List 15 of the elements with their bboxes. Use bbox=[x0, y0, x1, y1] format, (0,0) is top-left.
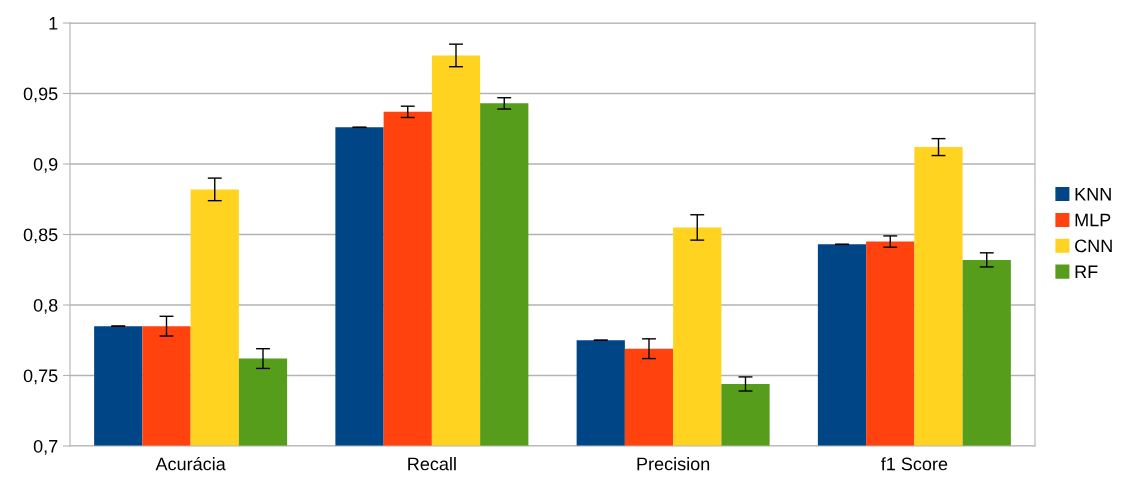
x-tick-label: Recall bbox=[408, 457, 456, 471]
y-tick-label: 0,8 bbox=[33, 298, 58, 314]
x-tick-label: Precision bbox=[637, 457, 710, 471]
y-tick-label: 1 bbox=[49, 17, 58, 30]
legend-label: RF bbox=[1075, 265, 1098, 278]
y-tick-label: 0,85 bbox=[23, 228, 58, 244]
y-tick-label: 0,95 bbox=[23, 87, 58, 103]
legend-label: MLP bbox=[1075, 213, 1111, 227]
legend-label: KNN bbox=[1075, 187, 1111, 201]
y-tick-label: 0,7 bbox=[33, 439, 58, 455]
x-tick-label: Acurácia bbox=[155, 456, 226, 471]
legend-label: CNN bbox=[1075, 239, 1112, 253]
y-tick-label: 0,75 bbox=[23, 369, 58, 385]
y-tick-label: 0,9 bbox=[33, 157, 58, 173]
x-tick-label: f1 Score bbox=[881, 457, 948, 471]
